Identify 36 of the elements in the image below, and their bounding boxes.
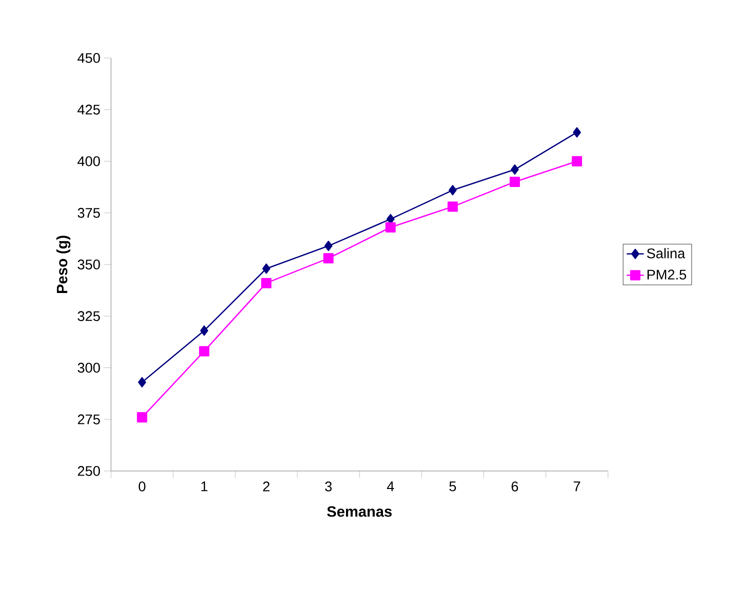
x-tick-label: 1 — [201, 482, 208, 492]
y-tick-label: 375 — [78, 208, 100, 218]
legend-label: Salina — [647, 248, 686, 258]
x-axis-title: Semanas — [327, 506, 392, 517]
point — [200, 325, 208, 336]
point — [262, 263, 270, 274]
x-tick-label: 6 — [512, 482, 518, 492]
x-tick-label: 3 — [325, 482, 332, 492]
point — [572, 156, 582, 166]
x-tick-label: 5 — [449, 482, 456, 492]
point — [136, 412, 148, 422]
point — [448, 202, 458, 212]
y-tick-label: 425 — [78, 104, 100, 115]
point — [572, 127, 581, 138]
y-tick-label: 275 — [78, 414, 100, 424]
point — [385, 222, 396, 232]
x-tick-label: 0 — [138, 482, 146, 492]
point — [323, 253, 334, 264]
point — [510, 176, 520, 188]
y-tick-label: 450 — [78, 53, 100, 63]
y-tick-label: 400 — [78, 156, 100, 166]
point — [448, 185, 457, 196]
y-tick-label: 350 — [78, 260, 100, 270]
point — [324, 240, 332, 252]
x-tick-label: 7 — [574, 482, 580, 492]
y-tick-label: 300 — [78, 362, 100, 373]
point — [261, 278, 272, 288]
y-tick-label: 325 — [78, 311, 100, 322]
legend-label: PM2.5 — [648, 270, 686, 280]
point — [199, 346, 210, 356]
point — [510, 164, 519, 175]
point — [138, 377, 146, 388]
x-tick-label: 4 — [386, 482, 394, 492]
y-tick-label: 250 — [78, 466, 100, 476]
x-tick-label: 2 — [263, 482, 270, 492]
y-axis-title: Peso (g) — [56, 236, 70, 293]
